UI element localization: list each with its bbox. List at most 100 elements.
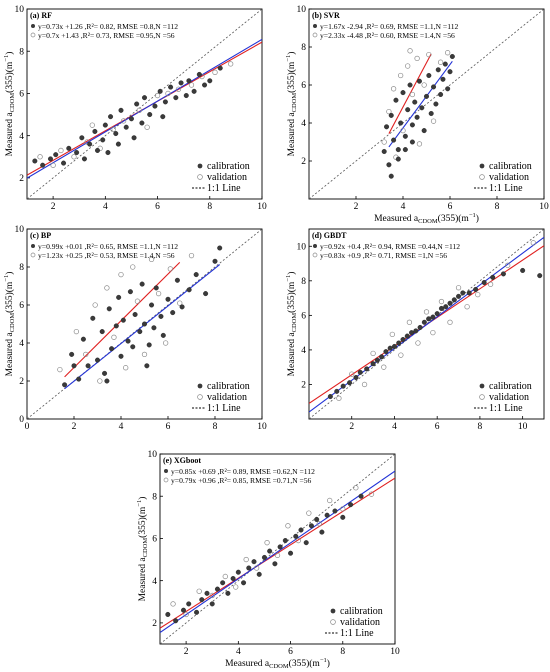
calibration-point [391,343,397,349]
validation-point [154,92,161,99]
validation-point [416,141,423,147]
validation-point [233,584,239,590]
calibration-point [428,110,434,116]
y-tick-label: 6 [301,312,306,322]
validation-point [111,334,117,340]
calibration-point [386,162,392,168]
validation-point [71,154,77,160]
calibration-point [194,609,200,615]
eq-validation: y=2.33x -4.48 ,R²= 0.60, RMSE =1.4,N =56 [320,31,455,40]
calibration-point [443,304,449,310]
calibration-point [165,611,171,617]
calibration-point [466,290,472,296]
validation-point [406,319,413,325]
validation-point [447,319,453,325]
y-tick-label: 10 [15,5,25,15]
calibration-point [332,508,338,514]
validation-point [386,108,392,115]
legend-calibration: calibration [207,161,250,172]
calibration-point [204,590,210,596]
x-tick-label: 8 [213,422,218,432]
calibration-point [447,300,453,306]
validation-point [370,350,376,357]
calibration-point [217,245,223,251]
calibration-point [130,344,136,350]
eq-validation: y=0.7x +1.43 ,R²= 0.73, RMSE =0.95,N =56 [38,31,175,40]
calibration-point [460,290,466,296]
calibration-point [409,139,415,145]
validation-point [120,118,127,124]
validation-point [264,540,270,546]
eq-cal-marker [313,244,317,248]
legend-calibration: calibration [340,606,383,617]
eq-calibration: y=0.73x +1.26 ,R²= 0.82, RMSE =0.8,N =11… [38,22,178,31]
calibration-point [158,313,164,319]
y-tick-label: 10 [15,225,25,235]
calibration-point [417,324,423,330]
calibration-point [398,120,404,126]
x-tick-label: 4 [392,422,397,432]
calibration-point [149,302,155,308]
y-tick-label: 8 [301,277,306,287]
calibration-point [357,369,363,375]
calibration-point [170,310,176,316]
calibration-point [160,114,166,120]
calibration-point [120,317,126,323]
legend-validation-marker [330,619,336,625]
plot-area [309,9,544,199]
calibration-point [183,93,189,99]
validation-point [390,86,397,92]
calibration-point [241,580,247,586]
calibration-point [374,357,380,363]
y-tick-label: 2 [19,174,24,184]
validation-point [73,328,79,335]
eq-validation: y=1.23x +0.25 ,R²= 0.53, RMSE =1.4,N =56 [38,251,175,260]
calibration-point [449,54,455,60]
calibration-point [71,363,77,369]
calibration-point [388,112,394,118]
x-axis-label: Measured aCDOM(355)(m−1) [225,657,330,670]
calibration-point [141,321,147,327]
validation-point [136,107,142,113]
validation-point [398,72,404,79]
y-tick-label: 10 [148,450,158,460]
y-axis-label: Measured aCDOM(355)(m−1) [285,52,298,157]
eq-val-marker [312,32,318,38]
validation-point [340,506,346,512]
calibration-point [147,112,153,118]
calibration-fit-line [27,38,262,179]
x-tick-label: 10 [257,422,267,432]
validation-point [414,55,420,62]
calibration-fit-line [160,470,395,634]
calibration-point [186,78,192,84]
calibration-point [174,277,180,283]
calibration-point [438,91,444,97]
y-tick-label: 4 [152,577,157,587]
legend-validation-marker [197,394,203,400]
validation-point [58,147,64,154]
eq-val-marker [312,252,318,258]
x-tick-label: 8 [207,202,212,212]
calibration-point [481,280,487,286]
y-tick-label: 6 [152,535,157,545]
y-tick-label: 4 [301,346,306,356]
calibration-point [102,122,108,128]
calibration-point [409,122,415,128]
calibration-point [303,540,309,546]
validation-point [295,537,302,544]
eq-cal-marker [31,244,35,248]
calibration-point [348,502,354,508]
validation-point [336,395,342,401]
calibration-point [74,150,80,156]
validation-point [118,271,124,278]
calibration-point [400,337,406,343]
y-tick-label: 8 [152,492,157,502]
calibration-point [100,137,106,143]
calibration-point [500,271,506,277]
validation-point [306,510,312,516]
validation-point [361,381,368,388]
calibration-point [434,311,440,317]
eq-val-marker [30,32,36,38]
eq-validation: y=0.83x +0.9 ,R²= 0.71, RMSE =1,N =56 [320,251,447,260]
calibration-point [340,383,346,389]
